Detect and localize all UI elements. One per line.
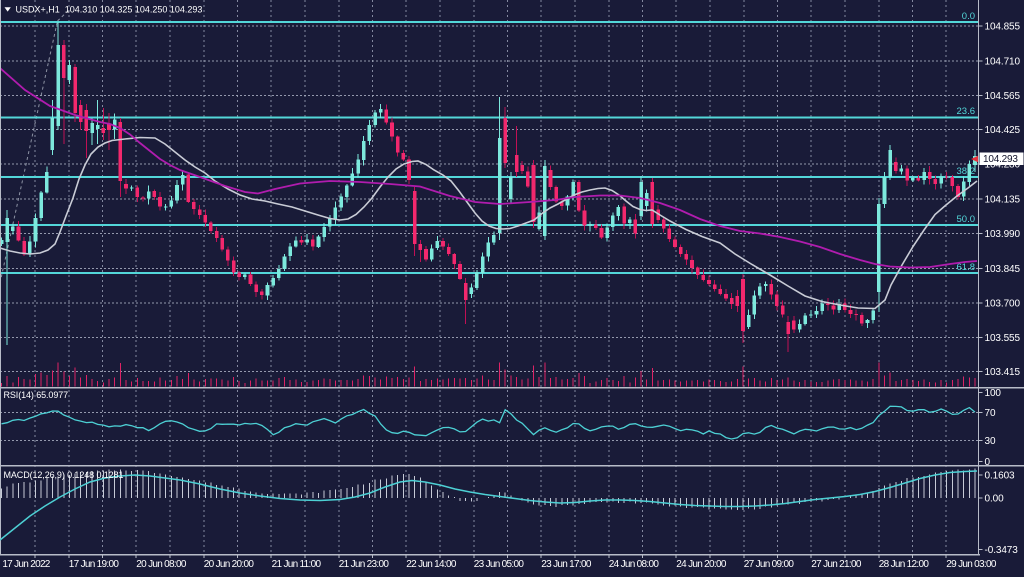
svg-text:24 Jun 20:00: 24 Jun 20:00 <box>676 559 727 570</box>
svg-text:38.2: 38.2 <box>957 166 976 177</box>
svg-text:27 Jun 09:00: 27 Jun 09:00 <box>744 559 795 570</box>
svg-text:17 Jun 19:00: 17 Jun 19:00 <box>69 559 120 570</box>
svg-text:70: 70 <box>985 408 996 419</box>
svg-text:104.710: 104.710 <box>985 57 1021 68</box>
svg-text:27 Jun 21:00: 27 Jun 21:00 <box>811 559 862 570</box>
svg-text:30: 30 <box>985 436 996 447</box>
svg-text:103.845: 103.845 <box>985 264 1021 275</box>
svg-text:17 Jun 2022: 17 Jun 2022 <box>2 559 50 570</box>
svg-text:104.293: 104.293 <box>983 154 1018 165</box>
svg-text:USDX+,H1 104.310 104.325 104.: USDX+,H1 104.310 104.325 104.250 104.293 <box>16 5 203 15</box>
svg-text:50.0: 50.0 <box>957 214 976 225</box>
svg-text:21 Jun 23:00: 21 Jun 23:00 <box>339 559 390 570</box>
svg-text:61.8: 61.8 <box>957 262 976 273</box>
svg-text:28 Jun 12:00: 28 Jun 12:00 <box>879 559 930 570</box>
svg-text:21 Jun 11:00: 21 Jun 11:00 <box>272 559 322 570</box>
svg-text:20 Jun 20:00: 20 Jun 20:00 <box>204 559 255 570</box>
svg-text:MACD(12,26,9) 0.1248 0.1281: MACD(12,26,9) 0.1248 0.1281 <box>4 470 124 480</box>
svg-text:0: 0 <box>985 457 991 468</box>
svg-text:0.0: 0.0 <box>962 11 975 22</box>
svg-text:100: 100 <box>985 388 1002 399</box>
svg-text:104.565: 104.565 <box>985 91 1021 102</box>
svg-text:24 Jun 08:00: 24 Jun 08:00 <box>609 559 660 570</box>
svg-text:29 Jun 03:00: 29 Jun 03:00 <box>946 559 997 570</box>
svg-text:23 Jun 05:00: 23 Jun 05:00 <box>474 559 525 570</box>
svg-text:103.700: 103.700 <box>985 299 1021 310</box>
svg-text:104.135: 104.135 <box>985 195 1021 206</box>
svg-text:22 Jun 14:00: 22 Jun 14:00 <box>406 559 457 570</box>
svg-text:103.415: 103.415 <box>985 367 1021 378</box>
svg-text:23.6: 23.6 <box>957 106 976 117</box>
svg-text:104.280: 104.280 <box>985 160 1021 171</box>
svg-text:RSI(14) 65.0977: RSI(14) 65.0977 <box>4 390 69 400</box>
svg-text:20 Jun 08:00: 20 Jun 08:00 <box>136 559 187 570</box>
svg-text:0.1603: 0.1603 <box>985 471 1016 482</box>
svg-text:23 Jun 17:00: 23 Jun 17:00 <box>541 559 592 570</box>
svg-text:104.855: 104.855 <box>985 22 1021 33</box>
svg-text:104.425: 104.425 <box>985 125 1021 136</box>
svg-text:-0.3473: -0.3473 <box>985 545 1019 556</box>
svg-text:103.555: 103.555 <box>985 333 1021 344</box>
svg-text:0.00: 0.00 <box>985 494 1005 505</box>
svg-text:103.990: 103.990 <box>985 229 1021 240</box>
